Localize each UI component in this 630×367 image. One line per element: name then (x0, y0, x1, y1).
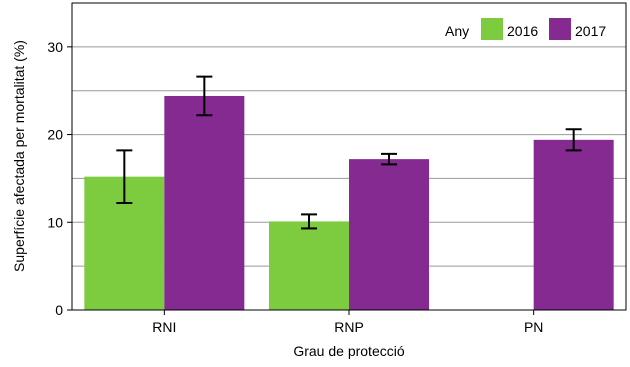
bar-2017-RNI (164, 95, 245, 310)
y-axis-label: Superfície afectada per mortalitat (%) (11, 40, 27, 272)
y-tick-label: 10 (47, 214, 63, 230)
axis-ticks: 0 10 20 30 RNI RNP PN (47, 39, 543, 335)
legend-title: Any (445, 23, 469, 39)
x-tick-label: RNI (152, 319, 176, 335)
bar-2017-PN (533, 139, 614, 310)
x-axis-label: Grau de protecció (293, 343, 404, 359)
x-tick-label: PN (524, 319, 543, 335)
legend-label-2017: 2017 (575, 23, 606, 39)
error-bar-2017-PN (565, 128, 582, 152)
error-bar-2017-RNP (381, 152, 397, 166)
legend-swatch-2016 (481, 18, 503, 40)
error-bars (116, 75, 582, 230)
error-bar-2016-RNI (116, 149, 133, 204)
bar-2016-RNP (269, 221, 349, 310)
legend-swatch-2017 (549, 18, 571, 40)
x-tick-label: RNP (334, 319, 364, 335)
y-tick-label: 0 (55, 302, 63, 318)
legend-label-2016: 2016 (507, 23, 538, 39)
y-tick-label: 30 (47, 39, 63, 55)
y-tick-label: 20 (47, 127, 63, 143)
error-bar-2016-RNP (301, 213, 317, 230)
legend: Any 2016 2017 (445, 18, 606, 40)
error-bar-2017-RNI (196, 75, 213, 117)
bar-2017-RNP (349, 159, 429, 310)
